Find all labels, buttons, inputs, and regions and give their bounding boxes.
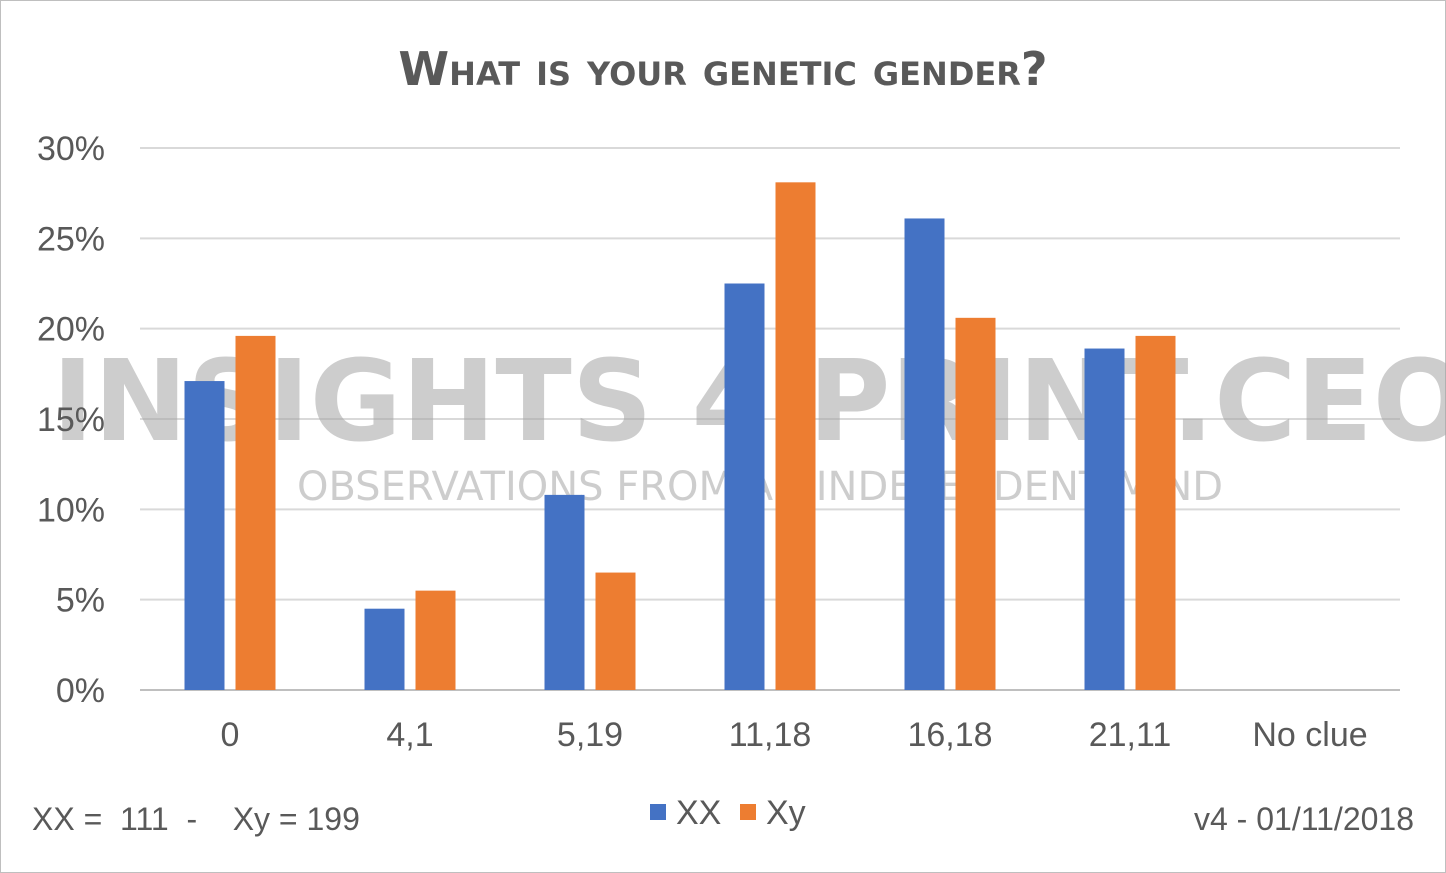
bar-xy-2	[595, 572, 636, 690]
y-tick-label: 30%	[37, 130, 105, 168]
legend: XX Xy	[650, 794, 806, 832]
y-tick-label: 20%	[37, 311, 105, 349]
gridlines	[140, 147, 1400, 691]
version-date-note: v4 - 01/11/2018	[1194, 801, 1414, 837]
bar-xy-3	[775, 182, 816, 690]
bar-xy-0	[235, 335, 276, 690]
x-tick-label: 4,1	[386, 716, 433, 754]
x-tick-label: No clue	[1252, 716, 1367, 754]
bar-xx-0	[184, 381, 225, 690]
y-tick-label: 0%	[56, 672, 105, 710]
bar-xx-3	[724, 283, 765, 690]
bar-xx-4	[904, 218, 945, 690]
y-axis-ticks: 0% 5% 10% 15% 20% 25% 30%	[37, 130, 105, 710]
bar-xx-2	[544, 494, 585, 690]
legend-swatch-xy	[740, 804, 756, 820]
x-tick-label: 16,18	[907, 716, 992, 754]
x-tick-label: 0	[221, 716, 240, 754]
bars	[184, 182, 1176, 690]
y-tick-label: 10%	[37, 491, 105, 529]
y-tick-label: 15%	[37, 401, 105, 439]
bar-xy-4	[955, 317, 996, 690]
bar-xy-5	[1135, 335, 1176, 690]
chart-title: What is your genetic gender?	[398, 42, 1047, 96]
legend-swatch-xx	[650, 804, 666, 820]
y-tick-label: 5%	[56, 582, 105, 620]
x-tick-label: 21,11	[1089, 716, 1172, 754]
y-tick-label: 25%	[37, 220, 105, 258]
x-tick-label: 11,18	[729, 716, 812, 754]
bar-xx-5	[1084, 348, 1125, 690]
x-axis-ticks: 0 4,1 5,19 11,18 16,18 21,11 No clue	[221, 716, 1368, 754]
bar-xy-1	[415, 590, 456, 690]
sample-size-note: XX = 111 - Xy = 199	[32, 801, 360, 837]
legend-label-xy: Xy	[766, 794, 806, 832]
x-tick-label: 5,19	[557, 716, 623, 754]
legend-label-xx: XX	[676, 794, 721, 832]
bar-xx-1	[364, 608, 405, 690]
